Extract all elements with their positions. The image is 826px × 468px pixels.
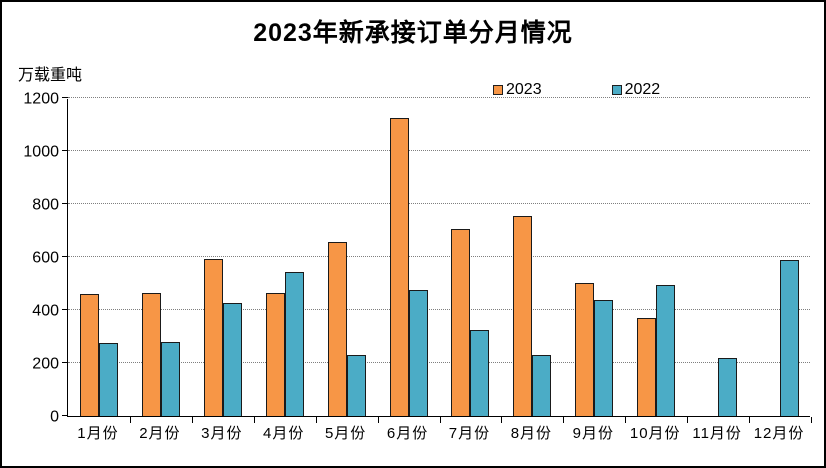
x-tick-mark bbox=[315, 417, 317, 423]
legend-item-2022: 2022 bbox=[611, 81, 661, 99]
y-tick-label-0: 0 bbox=[50, 408, 59, 426]
y-tick-mark bbox=[62, 362, 68, 363]
y-tick-mark bbox=[62, 97, 68, 98]
plot-area bbox=[62, 97, 812, 423]
y-tick-label-1200: 1200 bbox=[23, 90, 59, 108]
x-category-label-4月份: 4月份 bbox=[263, 425, 305, 442]
x-category-label-12月份: 12月份 bbox=[753, 425, 805, 442]
legend: 2023 2022 bbox=[493, 81, 660, 99]
bar-2022-10月份 bbox=[656, 285, 676, 416]
x-category-label-6月份: 6月份 bbox=[386, 425, 429, 442]
bar-2022-5月份 bbox=[346, 355, 366, 416]
bar-2023-1月份 bbox=[79, 294, 99, 416]
x-tick-mark bbox=[563, 417, 565, 423]
y-axis-unit-label: 万载重吨 bbox=[18, 67, 83, 84]
gridline-600 bbox=[68, 256, 810, 257]
bar-2022-9月份 bbox=[594, 300, 614, 416]
y-tick-label-800: 800 bbox=[32, 196, 59, 214]
x-tick-mark bbox=[687, 417, 689, 423]
gridline-200 bbox=[68, 362, 810, 363]
bar-2023-6月份 bbox=[389, 118, 409, 416]
y-axis-tick-labels: 0 200 400 600 800 1000 1200 bbox=[2, 90, 59, 425]
bar-2022-2月份 bbox=[160, 341, 180, 416]
legend-swatch-2023-icon bbox=[493, 85, 503, 95]
legend-item-2023: 2023 bbox=[493, 81, 542, 99]
y-tick-label-600: 600 bbox=[32, 249, 59, 267]
y-tick-mark bbox=[62, 150, 68, 151]
bar-2023-3月份 bbox=[203, 259, 223, 416]
legend-label-2023: 2023 bbox=[506, 81, 542, 98]
y-tick-label-200: 200 bbox=[32, 355, 59, 373]
bar-2023-10月份 bbox=[637, 317, 657, 416]
y-tick-label-400: 400 bbox=[32, 302, 59, 320]
x-category-label-3月份: 3月份 bbox=[201, 425, 243, 442]
x-tick-mark bbox=[625, 417, 627, 423]
x-category-label-10月份: 10月份 bbox=[629, 425, 681, 442]
x-tick-mark bbox=[191, 417, 193, 423]
x-tick-mark bbox=[253, 417, 255, 423]
x-category-label-9月份: 9月份 bbox=[572, 425, 614, 442]
bar-2023-4月份 bbox=[265, 292, 285, 416]
legend-swatch-2022-icon bbox=[611, 85, 622, 95]
bar-2023-5月份 bbox=[327, 241, 347, 416]
x-tick-mark bbox=[811, 417, 812, 423]
gridline-800 bbox=[68, 203, 810, 204]
x-tick-mark bbox=[129, 417, 131, 423]
bar-2022-1月份 bbox=[98, 342, 118, 416]
bar-2023-9月份 bbox=[575, 282, 595, 416]
bar-2023-7月份 bbox=[451, 229, 471, 416]
x-category-label-7月份: 7月份 bbox=[448, 425, 491, 442]
y-tick-mark bbox=[62, 256, 68, 257]
y-tick-mark bbox=[62, 309, 68, 310]
gridline-1000 bbox=[68, 150, 810, 151]
bar-2022-3月份 bbox=[222, 302, 242, 416]
bar-2022-6月份 bbox=[408, 290, 428, 416]
y-tick-label-1000: 1000 bbox=[23, 143, 59, 161]
x-tick-mark bbox=[501, 417, 503, 423]
legend-label-2022: 2022 bbox=[624, 81, 661, 98]
x-tick-mark bbox=[377, 417, 379, 423]
x-category-label-1月份: 1月份 bbox=[77, 425, 119, 442]
x-tick-mark bbox=[439, 417, 441, 423]
chart-title: 2023年新承接订单分月情况 bbox=[253, 19, 573, 47]
x-category-label-8月份: 8月份 bbox=[510, 425, 553, 442]
bar-2023-8月份 bbox=[513, 216, 533, 416]
y-tick-mark bbox=[62, 203, 68, 204]
gridline-1200 bbox=[68, 97, 810, 98]
x-category-label-11月份: 11月份 bbox=[692, 425, 742, 442]
x-category-label-2月份: 2月份 bbox=[139, 425, 181, 442]
bar-2022-4月份 bbox=[284, 272, 304, 416]
x-axis-category-labels: 1月份 2月份 3月份 4月份 5月份 6月份 7月份 8月份 9月份 10月份 11月份 12月份 bbox=[67, 422, 810, 444]
gridline-400 bbox=[68, 309, 810, 310]
y-tick-mark bbox=[62, 415, 68, 416]
x-tick-mark bbox=[749, 417, 751, 423]
bar-2023-2月份 bbox=[141, 293, 161, 416]
bar-2022-12月份 bbox=[780, 259, 800, 416]
bar-2022-8月份 bbox=[532, 354, 552, 416]
x-category-label-5月份: 5月份 bbox=[324, 425, 367, 442]
bar-2022-7月份 bbox=[470, 329, 490, 416]
bar-2022-11月份 bbox=[718, 358, 738, 416]
